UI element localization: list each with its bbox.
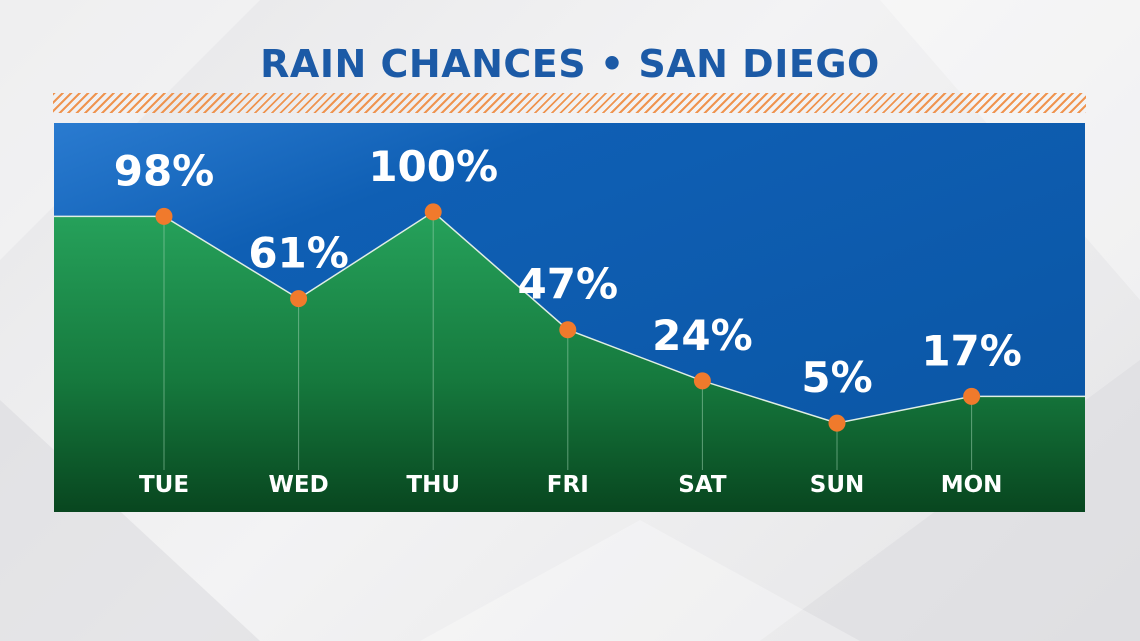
chart-title: RAIN CHANCES • SAN DIEGO [260, 42, 880, 86]
value-label: 98% [114, 146, 215, 195]
x-tick-label: MON [941, 472, 1003, 498]
data-point [693, 372, 711, 390]
rain-area-fill [54, 211, 1085, 512]
value-label: 100% [368, 142, 498, 191]
x-tick-label: SUN [810, 472, 865, 498]
chart-marks: 98% TUE 61% WED 100% THU 47% FRI 24% SAT 5% SUN 17% M… [114, 142, 1022, 498]
data-point [828, 414, 846, 432]
value-label: 17% [921, 326, 1022, 375]
x-tick-label: TUE [139, 472, 189, 498]
x-tick-label: WED [269, 472, 329, 498]
data-point [559, 321, 577, 339]
data-point [155, 207, 173, 225]
data-point [963, 387, 981, 405]
value-label: 5% [801, 353, 872, 402]
x-tick-label: SAT [678, 472, 727, 498]
title-hatch-stripe [53, 93, 1086, 113]
value-label: 61% [248, 229, 349, 278]
data-point [290, 290, 308, 308]
value-label: 47% [518, 260, 619, 309]
value-label: 24% [652, 311, 753, 360]
x-tick-label: FRI [547, 472, 589, 498]
data-point [424, 203, 442, 221]
x-tick-label: THU [406, 472, 460, 498]
rain-chance-chart: 98% TUE 61% WED 100% THU 47% FRI 24% SAT 5% SUN 17% M… [54, 123, 1085, 512]
